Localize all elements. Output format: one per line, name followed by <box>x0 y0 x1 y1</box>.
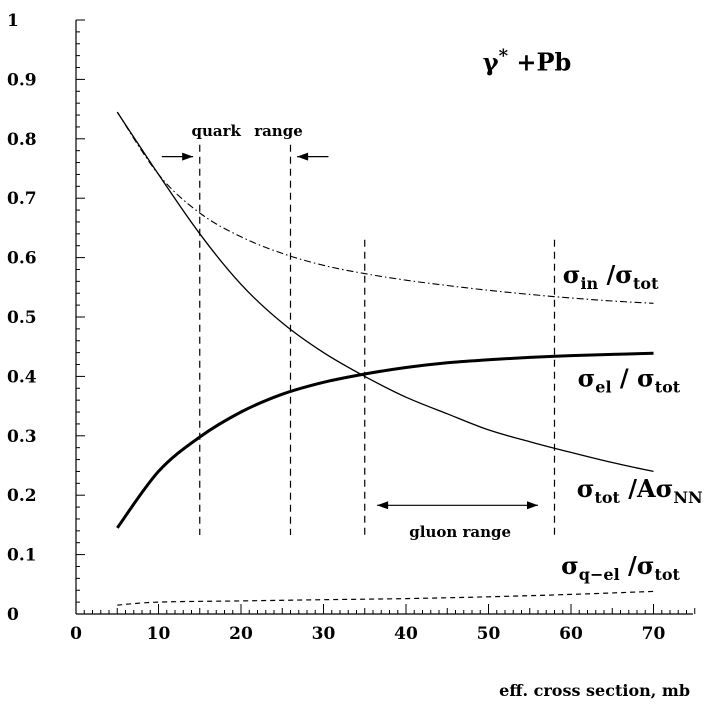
label-sigma-in: σin /σtot <box>563 260 659 293</box>
quark-arrow-left <box>161 152 194 161</box>
y-tick-label: 0.4 <box>7 367 37 387</box>
series <box>116 111 654 606</box>
quark-label: quark <box>192 122 242 140</box>
y-tick-label: 0 <box>7 605 19 625</box>
y-tick-label: 0.7 <box>7 189 37 209</box>
label-sigma-qel: σq−el /σtot <box>561 551 680 584</box>
label-sigma-tot: σtot /AσNN <box>577 474 703 507</box>
arrow-head <box>182 152 194 161</box>
chart-title: γ* +Pb <box>483 45 572 76</box>
series-sigma-in <box>116 111 654 304</box>
series-sigma-el <box>116 351 654 529</box>
y-tick-label: 0.2 <box>7 486 37 506</box>
y-tick-label: 0.8 <box>7 130 37 150</box>
arrow-head <box>297 152 309 161</box>
range-lines <box>199 144 556 535</box>
quark-arrow-right <box>297 152 329 161</box>
y-tick-label: 0.1 <box>7 546 37 566</box>
x-tick-label: 20 <box>229 624 253 644</box>
x-tick-label: 0 <box>70 624 82 644</box>
curve-labels: σin /σtot σel / σtot σtot /AσNN σq−el /σ… <box>561 260 703 584</box>
x-tick-label: 10 <box>147 624 171 644</box>
y-tick-label: 0.3 <box>7 427 37 447</box>
y-tick-label: 0.6 <box>7 249 37 269</box>
y-tick-label: 1 <box>7 11 19 31</box>
y-tick-label: 0.9 <box>7 70 37 90</box>
x-axis-label: eff. cross section, mb <box>499 681 690 700</box>
gluon-range-label: gluon range <box>409 523 511 541</box>
x-tick-label: 30 <box>312 624 336 644</box>
axes <box>75 20 693 615</box>
x-tick-label: 60 <box>559 624 583 644</box>
y-ticks: 0 0.1 0.2 0.3 0.4 0.5 0.6 0.7 0.8 0.9 1 <box>7 11 85 625</box>
series-sigma-qel <box>117 590 654 606</box>
y-tick-label: 0.5 <box>7 308 37 328</box>
range-label: range <box>254 122 303 140</box>
arrow-head-left <box>377 501 389 510</box>
x-tick-label: 50 <box>477 624 501 644</box>
x-ticks: 0 10 20 30 40 50 60 70 <box>70 604 696 644</box>
x-tick-label: 40 <box>394 624 418 644</box>
series-sigma-tot <box>116 111 654 473</box>
label-sigma-el: σel / σtot <box>578 363 681 396</box>
gluon-range-arrow <box>377 501 538 510</box>
annotations: quark range gluon range <box>161 122 538 541</box>
x-tick-label: 70 <box>642 624 666 644</box>
arrow-head-right <box>527 501 538 510</box>
